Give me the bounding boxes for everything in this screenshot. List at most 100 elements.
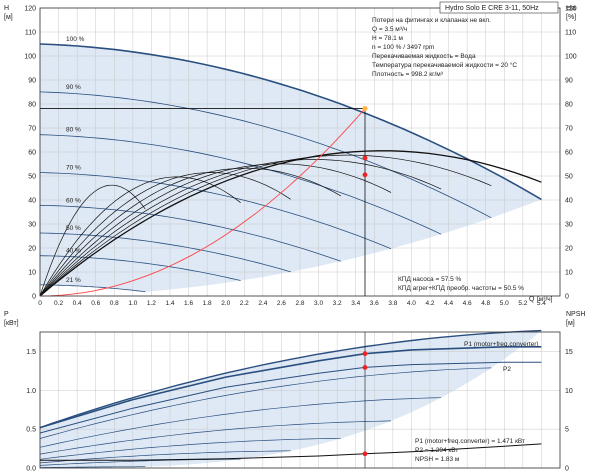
- p-tick-label: 0.5: [26, 427, 36, 434]
- eta-tick-label: 20: [565, 246, 573, 253]
- x-tick-label: 2.6: [277, 300, 286, 307]
- title-box: [439, 1, 559, 14]
- hq-curve: [39, 255, 241, 281]
- efficiency-line: КПД агрег+КПД преобр. частоты = 50.5 %: [398, 284, 524, 292]
- x-tick-label: 4.2: [425, 300, 434, 307]
- right-axis-label: eta: [566, 5, 576, 12]
- operating-envelope: [40, 44, 542, 292]
- eta-tick-label: 10: [565, 270, 573, 277]
- x-tick-label: 0.4: [73, 300, 82, 307]
- p-tick-label: 1.0: [26, 388, 36, 395]
- y-tick-label: 40: [28, 198, 36, 205]
- eta-pump-marker: [362, 155, 368, 161]
- x-axis-label: Q: [529, 296, 535, 303]
- power-envelope: [40, 330, 542, 468]
- x-tick-label: 3.8: [388, 300, 397, 307]
- x-tick-label: 1.4: [165, 300, 174, 307]
- eta-tick-label: 0: [565, 294, 569, 301]
- x-tick-label: 0.8: [110, 300, 119, 307]
- plot-frame: [39, 7, 561, 297]
- eta-curve: [39, 176, 241, 297]
- info-line: Q = 3.5 м³/ч: [372, 26, 407, 33]
- x-tick-label: 3.0: [314, 300, 323, 307]
- p-tick-label: 1.5: [26, 349, 36, 356]
- npsh-tick-label: 10: [565, 388, 573, 395]
- info-line: Перекачиваемая жидкость = Вода: [372, 53, 476, 60]
- power-curve-chart: 0.0 0.5 1.0 1.5 0 5 10 15 P1 (motor+freq.convert…: [26, 329, 573, 473]
- y-tick-label: 120: [24, 6, 36, 13]
- y-tick-label: 60: [28, 150, 36, 157]
- power-curve: [39, 437, 341, 460]
- npsh-tick-label: 0: [565, 466, 569, 473]
- x-tick-label: 2.8: [295, 300, 304, 307]
- x-tick-label: 0.6: [91, 300, 100, 307]
- eta-curve: [39, 184, 146, 297]
- info-line: Температура перекачиваемой жидкости = 20…: [372, 61, 517, 69]
- x-tick-label: 0.2: [54, 300, 63, 307]
- eta-curve: [39, 167, 342, 297]
- left-axis-label: H: [4, 5, 9, 12]
- x-tick-label: 3.4: [351, 300, 360, 307]
- x-tick-label: 5.2: [518, 300, 527, 307]
- x-axis-unit: [м³/ч]: [537, 296, 553, 303]
- p2-marker: [362, 365, 368, 370]
- x-tick-label: 1.0: [128, 300, 137, 307]
- power-axis-unit: [кВт]: [4, 320, 19, 327]
- y-tick-label: 90: [28, 78, 36, 85]
- p2-series-label: P2: [503, 366, 511, 373]
- eta-tick-label: 100: [565, 54, 577, 61]
- hq-curve: [39, 172, 392, 250]
- info-line: Плотность = 998.2 кг/м³: [372, 71, 444, 78]
- eta-curve: [39, 159, 442, 297]
- p-tick-label: 0.0: [26, 466, 36, 473]
- speed-label: 50 %: [66, 225, 81, 232]
- x-tick-label: 5.4: [537, 300, 546, 307]
- y-tick-label: 0: [32, 294, 36, 301]
- efficiency-line: КПД насоса = 57.5 %: [398, 276, 462, 283]
- series-0: [39, 346, 542, 429]
- x-tick-label: 1.6: [184, 300, 193, 307]
- p1-marker: [362, 351, 368, 357]
- speed-label: 100 %: [66, 36, 85, 43]
- eta-curve: [39, 163, 392, 297]
- speed-label: 90 %: [66, 84, 81, 91]
- npsh-axis-label: NPSH: [566, 311, 585, 318]
- x-tick-label: 1.8: [203, 300, 212, 307]
- system-curve: [39, 108, 366, 297]
- eta-tick-label: 70: [565, 126, 573, 133]
- eta-curve: [39, 150, 542, 297]
- eta-tick-label: 40: [565, 198, 573, 205]
- eta-tick-label: 60: [565, 150, 573, 157]
- y-tick-label: 30: [28, 222, 36, 229]
- x-tick-label: 2.2: [240, 300, 249, 307]
- eta-tick-label: 50: [565, 174, 573, 181]
- info-line: H = 78.1 м: [372, 35, 404, 42]
- head-curve-chart: 0 10 20 30 40 50 60 70 80 90 100 110 120 0 10 20 30 40 50 6…: [24, 1, 577, 307]
- npsh-axis-unit: [м]: [566, 320, 575, 327]
- x-tick-label: 4.0: [407, 300, 416, 307]
- speed-label: 60 %: [66, 197, 81, 204]
- x-tick-label: 4.4: [444, 300, 453, 307]
- power-legend-line: P1 (motor+freq.converter) = 1.471 кВт: [415, 438, 525, 445]
- speed-label: 21 %: [66, 277, 81, 284]
- power-curve: [39, 367, 492, 439]
- power-curve: [39, 397, 442, 448]
- x-tick-label: 5.0: [500, 300, 509, 307]
- plot-frame: [39, 331, 561, 469]
- y-tick-label: 50: [28, 174, 36, 181]
- series-2: [40, 443, 542, 461]
- y-tick-label: 100: [24, 54, 36, 61]
- power-legend-line: P2 = 1.294 кВт: [415, 447, 458, 454]
- right-axis-unit: [%]: [566, 14, 576, 21]
- power-curve: [39, 458, 241, 466]
- x-tick-label: 4.8: [481, 300, 490, 307]
- npsh-tick-label: 5: [565, 427, 569, 434]
- hq-curve: [39, 204, 342, 262]
- x-tick-label: 3.2: [333, 300, 342, 307]
- p1-series-label: P1 (motor+freq.converter): [464, 341, 539, 348]
- eta-tick-label: 120: [565, 6, 577, 13]
- series-1: [39, 361, 542, 434]
- x-tick-label: 4.6: [463, 300, 472, 307]
- speed-label: 40 %: [66, 248, 81, 255]
- hq-curve: [40, 284, 146, 293]
